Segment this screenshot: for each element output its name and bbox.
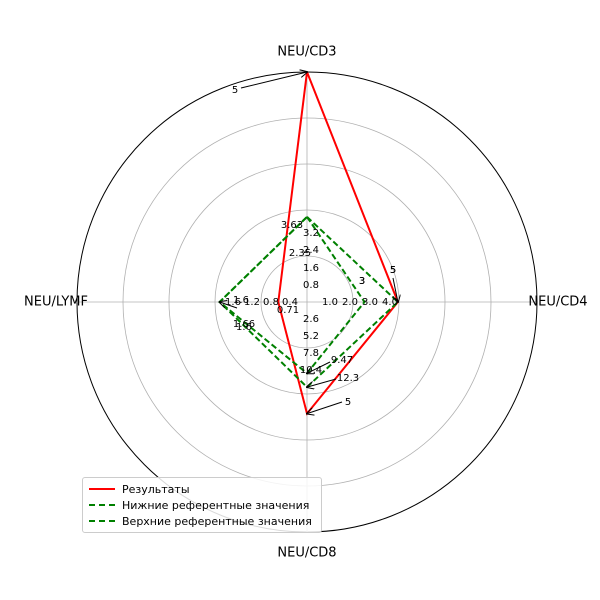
annotation-label: 3: [359, 276, 365, 287]
tick-label: 5.2: [303, 331, 319, 342]
tick-label: 7.8: [303, 348, 319, 359]
annotation-label: 2.35: [289, 248, 311, 259]
axis-label: NEU/CD4: [528, 295, 587, 310]
tick-label: 1.0: [322, 297, 338, 308]
annotation-arrow: [307, 361, 331, 373]
tick-label: 1.6: [225, 297, 241, 308]
axis-label: NEU/LYMF: [24, 295, 88, 310]
legend-swatch: [89, 520, 115, 522]
tick-label: 0.8: [303, 280, 319, 291]
annotation-arrow: [307, 378, 337, 387]
legend: Результаты Нижние референтные значения В…: [82, 477, 322, 533]
tick-label: 3.0: [362, 297, 378, 308]
legend-item: Нижние референтные значения: [89, 497, 315, 513]
annotation-label: 5: [390, 265, 396, 276]
series-layer: [218, 71, 400, 416]
tick-label: 2.4: [303, 245, 319, 256]
tick-label: 1.6: [303, 263, 319, 274]
annotation-label: 3: [359, 276, 365, 287]
annotation-label: 1.66: [233, 319, 255, 330]
tick-label: 1.2: [244, 297, 260, 308]
grid: [76, 71, 538, 533]
tick-label: 2.0: [342, 297, 358, 308]
annotation-label: 0.71: [277, 305, 299, 316]
annotation-arrow: [392, 277, 398, 302]
tick-label: 4.0: [382, 297, 398, 308]
axis-label: NEU/CD3: [277, 45, 336, 60]
legend-swatch: [89, 504, 115, 506]
tick-label: 2.6: [303, 314, 319, 325]
annotation-label: 5: [390, 265, 396, 276]
annotation-arrow: [307, 401, 343, 414]
legend-item: Верхние референтные значения: [89, 513, 315, 529]
legend-swatch: [89, 488, 115, 490]
tick-label: 10.4: [300, 365, 322, 376]
annotation-arrow: [220, 302, 238, 309]
annotation-label: 1.6: [233, 295, 249, 306]
annotation-label: 3.63: [281, 220, 303, 231]
legend-label: Нижние референтные значения: [122, 498, 310, 512]
tick-label: 0.8: [263, 297, 279, 308]
annotation-label: 12.3: [337, 373, 359, 384]
annotation-label: 5: [345, 397, 351, 408]
tick-label: 0.4: [282, 297, 298, 308]
legend-item: Результаты: [89, 481, 315, 497]
annotation-label: 5: [232, 85, 238, 96]
legend-label: Верхние референтные значения: [122, 514, 312, 528]
tick-labels: 0.8 1.6 2.4 3.2 1.0 2.0 3.0 4.0 2.6 5.2 7.8 10.4 0.4…: [225, 228, 398, 376]
axis-label: NEU/CD8: [277, 546, 336, 561]
axis-labels: NEU/CD3 NEU/CD4 NEU/CD8 NEU/LYMF: [24, 45, 588, 561]
annotation-label: 1.6: [236, 322, 252, 333]
annotation-label: 9.47: [331, 355, 353, 366]
series-line: [218, 215, 400, 389]
legend-label: Результаты: [122, 482, 190, 496]
annotation-arrow: [240, 72, 307, 89]
tick-label: 3.2: [303, 228, 319, 239]
